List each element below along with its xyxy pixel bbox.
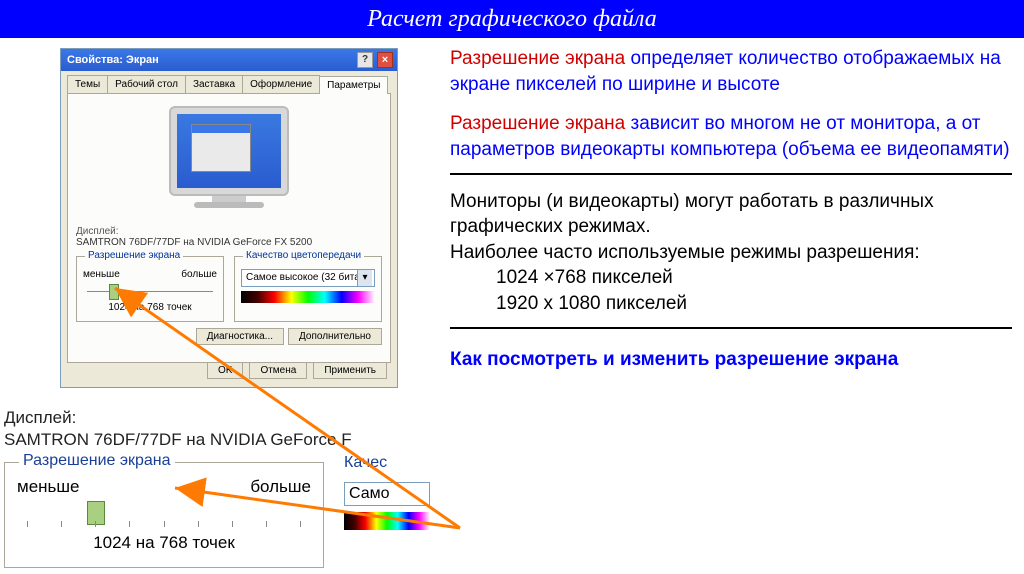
callout-text: Как посмотреть и изменить разрешение экр… [450, 347, 1012, 373]
paragraph-4: Наиболее часто используемые режимы разре… [450, 240, 1012, 266]
ok-button[interactable]: OK [207, 362, 243, 379]
resolution-slider[interactable] [87, 282, 213, 300]
color-quality-select[interactable]: Самое высокое (32 бита) [241, 269, 375, 287]
dialog-tabs: Темы Рабочий стол Заставка Оформление Па… [67, 75, 391, 93]
close-icon[interactable]: × [377, 52, 393, 68]
tab-appearance[interactable]: Оформление [242, 75, 320, 93]
zoom-res-title: Разрешение экрана [19, 452, 175, 470]
p1-term: Разрешение экрана [450, 48, 625, 69]
slide-title: Расчет графического файла [0, 0, 1024, 38]
zoom-quality-title: Качес [344, 454, 430, 472]
advanced-button[interactable]: Дополнительно [288, 328, 382, 345]
tab-desktop[interactable]: Рабочий стол [107, 75, 186, 93]
tab-settings[interactable]: Параметры [319, 76, 388, 94]
resolution-value: 1024 на 768 точек [83, 302, 217, 313]
display-properties-dialog: Свойства: Экран ? × Темы Рабочий стол За… [60, 48, 398, 388]
tab-body: Дисплей: SAMTRON 76DF/77DF на NVIDIA GeF… [67, 93, 391, 363]
mode-2: 1920 х 1080 пикселей [496, 291, 1012, 317]
monitor-preview [159, 106, 299, 216]
dialog-title-text: Свойства: Экран [67, 54, 159, 66]
separator-line [450, 173, 1012, 175]
paragraph-1: Разрешение экрана определяет количество … [450, 46, 1012, 97]
paragraph-2: Разрешение экрана зависит во многом не о… [450, 111, 1012, 162]
zoom-quality-select[interactable]: Само [344, 482, 430, 506]
zoom-more-label: больше [250, 477, 311, 497]
zoom-fragment: Дисплей: SAMTRON 76DF/77DF на NVIDIA GeF… [4, 408, 444, 568]
separator-line-2 [450, 327, 1012, 329]
color-spectrum-icon [241, 291, 375, 303]
apply-button[interactable]: Применить [313, 362, 387, 379]
tab-themes[interactable]: Темы [67, 75, 108, 93]
cancel-button[interactable]: Отмена [249, 362, 307, 379]
display-name: SAMTRON 76DF/77DF на NVIDIA GeForce FX 5… [76, 237, 382, 248]
diagnostics-button[interactable]: Диагностика... [196, 328, 284, 345]
zoom-quality-fragment: Качес Само [344, 454, 430, 530]
p2-term: Разрешение экрана [450, 113, 625, 134]
zoom-resolution-group: Разрешение экрана меньше больше 1024 на … [4, 462, 324, 568]
slider-thumb-icon[interactable] [109, 284, 119, 300]
slide-body: Свойства: Экран ? × Темы Рабочий стол За… [0, 38, 1024, 574]
zoom-display-name: SAMTRON 76DF/77DF на NVIDIA GeForce F [4, 430, 444, 450]
zoom-less-label: меньше [17, 477, 79, 497]
mode-1: 1024 ×768 пикселей [496, 265, 1012, 291]
zoom-res-value: 1024 на 768 точек [17, 533, 311, 553]
dialog-titlebar: Свойства: Экран ? × [61, 49, 397, 71]
resolution-group-title: Разрешение экрана [85, 250, 183, 261]
zoom-display-label: Дисплей: [4, 408, 444, 428]
zoom-slider[interactable] [27, 501, 301, 529]
paragraph-3: Мониторы (и видеокарты) могут работать в… [450, 189, 1012, 240]
zoom-spectrum-icon [344, 512, 430, 530]
color-quality-title: Качество цветопередачи [243, 250, 364, 261]
explanation-column: Разрешение экрана определяет количество … [450, 46, 1012, 372]
tab-screensaver[interactable]: Заставка [185, 75, 243, 93]
help-icon[interactable]: ? [357, 52, 373, 68]
display-label: Дисплей: [76, 226, 382, 237]
res-less-label: меньше [83, 269, 120, 280]
resolution-group: Разрешение экрана меньше больше 1024 на … [76, 256, 224, 322]
color-quality-group: Качество цветопередачи Самое высокое (32… [234, 256, 382, 322]
res-more-label: больше [181, 269, 217, 280]
